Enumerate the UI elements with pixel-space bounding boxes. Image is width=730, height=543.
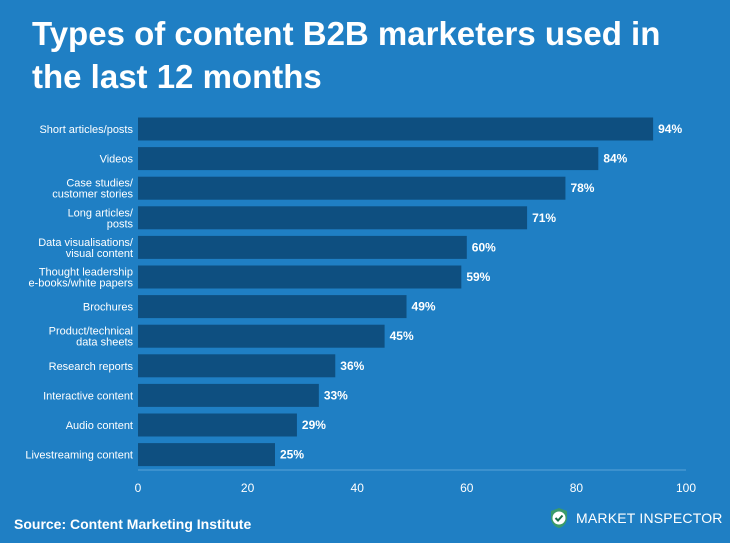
chart-title: Types of content B2B marketers used in t… xyxy=(32,15,661,95)
bars-layer xyxy=(138,117,654,467)
bar-9 xyxy=(138,383,319,407)
category-label-line: Short articles/posts xyxy=(39,124,133,136)
category-label-line: Interactive content xyxy=(43,390,133,402)
bar-3 xyxy=(138,206,528,230)
x-tick-label-0: 0 xyxy=(135,481,142,495)
x-tick-label-1: 20 xyxy=(241,481,255,495)
brand-logo: MARKET INSPECTOR xyxy=(548,507,723,529)
bar-2 xyxy=(138,176,566,200)
category-label-line: e-books/white papers xyxy=(28,278,133,290)
category-label-line: Data visualisations/ xyxy=(38,237,134,249)
category-label-line: visual content xyxy=(66,248,133,260)
bar-0 xyxy=(138,117,654,141)
source-note: Source: Content Marketing Institute xyxy=(14,516,252,532)
value-label-1: 84% xyxy=(603,152,627,166)
category-label-line: Case studies/ xyxy=(66,178,134,190)
value-label-11: 25% xyxy=(280,448,304,462)
category-label-line: posts xyxy=(107,218,134,230)
x-tick-label-4: 80 xyxy=(570,481,584,495)
category-label-10: Audio content xyxy=(66,420,133,432)
category-label-6: Brochures xyxy=(83,302,134,314)
category-label-line: Product/technical xyxy=(49,326,133,338)
value-label-3: 71% xyxy=(532,211,556,225)
value-label-0: 94% xyxy=(658,122,682,136)
category-label-line: Videos xyxy=(100,154,134,166)
x-tick-label-5: 100 xyxy=(676,481,696,495)
value-label-4: 60% xyxy=(472,240,496,254)
bar-chart: 94% Short articles/posts 84% Videos 78% Case … xyxy=(25,117,697,495)
x-tick-label-2: 40 xyxy=(351,481,365,495)
category-label-8: Research reports xyxy=(49,361,134,373)
value-label-6: 49% xyxy=(412,300,436,314)
category-label-line: Thought leadership xyxy=(39,267,133,279)
x-tick-label-3: 60 xyxy=(460,481,474,495)
bar-5 xyxy=(138,265,462,289)
bar-11 xyxy=(138,443,275,467)
category-label-line: Long articles/ xyxy=(68,207,134,219)
value-label-7: 45% xyxy=(390,329,414,343)
category-label-3: Long articles/posts xyxy=(68,207,134,230)
bar-7 xyxy=(138,324,385,348)
labels-layer: 94% Short articles/posts 84% Videos 78% Case … xyxy=(25,122,682,462)
checkmark-badge-icon xyxy=(551,508,567,528)
category-label-line: Research reports xyxy=(49,361,134,373)
value-label-2: 78% xyxy=(570,181,594,195)
bar-10 xyxy=(138,413,297,437)
category-label-line: customer stories xyxy=(52,189,133,201)
category-label-7: Product/technical data sheets xyxy=(49,326,134,349)
category-label-line: Brochures xyxy=(83,302,134,314)
bar-8 xyxy=(138,354,336,378)
value-label-9: 33% xyxy=(324,388,348,402)
value-label-5: 59% xyxy=(466,270,490,284)
category-label-9: Interactive content xyxy=(43,390,133,402)
category-label-1: Videos xyxy=(100,154,134,166)
category-label-line: data sheets xyxy=(76,337,133,349)
bar-4 xyxy=(138,235,467,259)
bar-1 xyxy=(138,147,599,171)
brand-name: MARKET INSPECTOR xyxy=(576,510,723,526)
bar-6 xyxy=(138,295,407,319)
value-label-10: 29% xyxy=(302,418,326,432)
x-axis-ticks: 0 20 40 60 80 100 xyxy=(135,481,697,495)
category-label-11: Livestreaming content xyxy=(25,450,133,462)
category-label-line: Livestreaming content xyxy=(25,450,133,462)
category-label-5: Thought leadership e-books/white papers xyxy=(28,267,133,290)
value-label-8: 36% xyxy=(340,359,364,373)
category-label-0: Short articles/posts xyxy=(39,124,133,136)
category-label-2: Case studies/customer stories xyxy=(52,178,134,201)
category-label-4: Data visualisations/visual content xyxy=(38,237,134,260)
category-label-line: Audio content xyxy=(66,420,133,432)
